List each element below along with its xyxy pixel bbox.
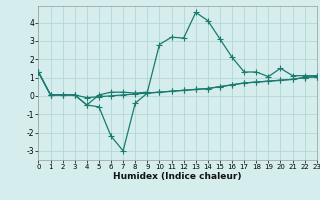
X-axis label: Humidex (Indice chaleur): Humidex (Indice chaleur) [113,172,242,181]
